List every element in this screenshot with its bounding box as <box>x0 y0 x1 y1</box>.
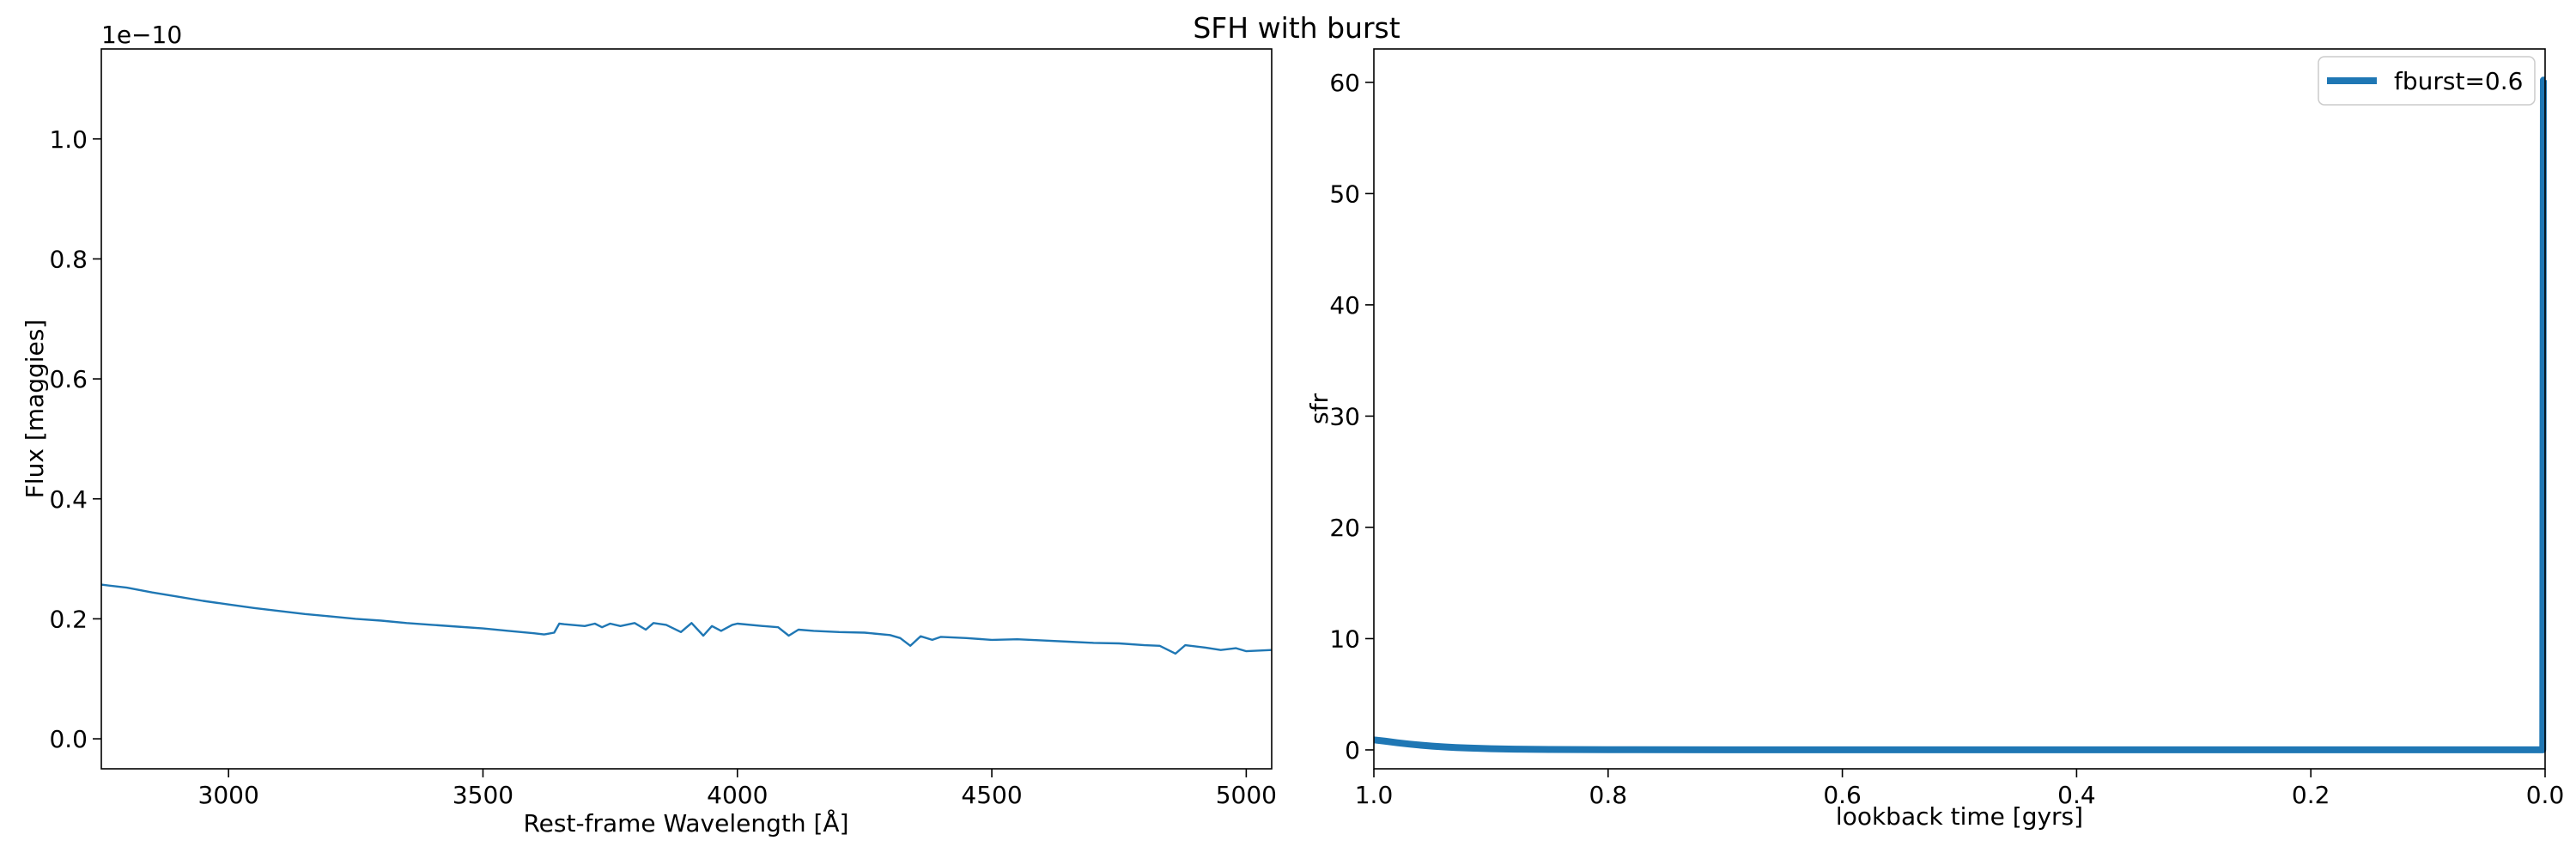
sfh-axes-frame <box>1373 48 2546 770</box>
sfh-y-axis-label: sfr <box>1305 393 1334 424</box>
sfh-x-tick-label: 1.0 <box>1355 781 1394 809</box>
sfh-x-tick-label: 0.4 <box>2057 781 2096 809</box>
spectrum-y-ticks: 0.0 0.2 0.4 0.6 0.8 1.0 <box>49 125 101 753</box>
spectrum-x-tick-label: 5000 <box>1216 781 1277 809</box>
legend-label-fburst: fburst=0.6 <box>2394 67 2523 95</box>
sfh-y-tick-label: 20 <box>1329 514 1360 542</box>
spectrum-line-group <box>100 583 1273 655</box>
sfh-x-tick-label: 0.6 <box>1823 781 1862 809</box>
spectrum-offset-text: 1e−10 <box>101 21 182 49</box>
spectrum-x-axis-label: Rest-frame Wavelength [Å] <box>523 808 848 838</box>
figure-title: SFH with burst <box>1193 11 1400 45</box>
sfh-y-tick-label: 40 <box>1329 291 1360 320</box>
spectrum-x-ticks: 3000 3500 4000 4500 5000 <box>198 769 1277 809</box>
sfh-legend: fburst=0.6 <box>2318 56 2536 106</box>
spectrum-x-tick-label: 4000 <box>707 781 768 809</box>
spectrum-x-tick-label: 4500 <box>961 781 1022 809</box>
spectrum-y-tick-label: 0.6 <box>49 365 88 393</box>
spectrum-y-tick-label: 1.0 <box>49 125 88 154</box>
spectrum-x-tick-label: 3000 <box>198 781 259 809</box>
spectrum-x-tick-label: 3500 <box>453 781 513 809</box>
sfh-x-tick-label: 0.0 <box>2526 781 2565 809</box>
legend-box <box>2318 56 2536 106</box>
sfh-y-tick-label: 60 <box>1329 69 1360 97</box>
spectrum-panel: 3000 3500 4000 4500 5000 0.00.20.40.60.81.0 … <box>21 21 1277 838</box>
spectrum-series-line-0 <box>100 583 1273 655</box>
sfh-line-group <box>1373 76 2548 753</box>
spectrum-y-axis-label: Flux [maggies] <box>21 320 49 499</box>
sfh-panel: 1.0 0.8 0.6 0.4 0.2 0.0 0 10 20 30 40 50 60 lookbac… <box>1305 48 2565 831</box>
sfh-x-ticks: 1.0 0.8 0.6 0.4 0.2 0.0 <box>1355 769 2565 809</box>
sfh-y-ticks: 0 10 20 30 40 50 60 <box>1329 69 1374 765</box>
spectrum-y-tick-label: 0.4 <box>49 485 88 514</box>
spectrum-y-tick-label: 0.0 <box>49 725 88 753</box>
sfh-x-axis-label: lookback time [gyrs] <box>1836 802 2083 831</box>
spectrum-y-tick-label: 0.2 <box>49 605 88 633</box>
sfh-series-line-0 <box>1373 76 2548 753</box>
sfh-y-tick-label: 30 <box>1329 402 1360 430</box>
sfh-y-tick-label: 50 <box>1329 180 1360 208</box>
sfh-x-tick-label: 0.2 <box>2292 781 2330 809</box>
sfh-y-tick-label: 10 <box>1329 624 1360 653</box>
spectrum-y-tick-label: 0.8 <box>49 245 88 273</box>
spectrum-axes-frame <box>100 48 1273 770</box>
sfh-x-tick-label: 0.8 <box>1589 781 1628 809</box>
sfh-y-tick-label: 0 <box>1345 736 1360 765</box>
